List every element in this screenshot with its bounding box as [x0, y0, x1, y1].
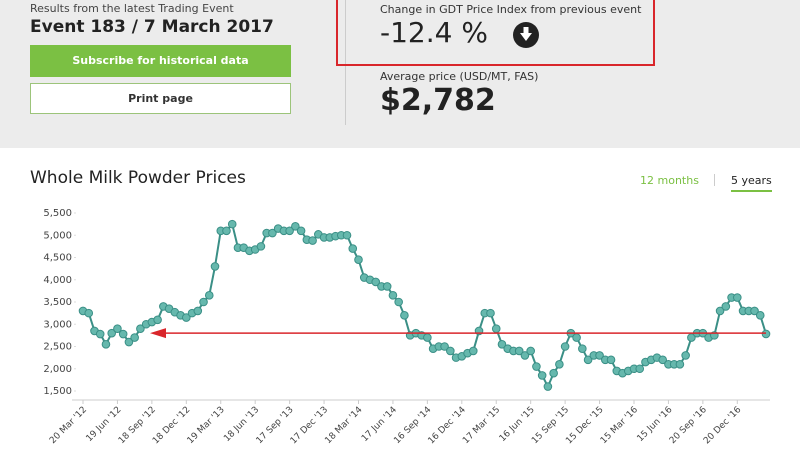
point [388, 291, 398, 300]
reference-arrow [150, 328, 166, 339]
divider [345, 0, 346, 125]
x-tick-label: 20 Dec '16 [702, 405, 744, 447]
point [130, 333, 139, 342]
point [382, 282, 392, 291]
point [532, 362, 541, 371]
point [84, 308, 94, 318]
y-tick-label: 4,500 [43, 253, 72, 264]
point [113, 324, 122, 334]
point [268, 228, 277, 238]
point [572, 333, 581, 342]
highlight-box [336, 0, 655, 66]
point [446, 346, 455, 356]
point [342, 230, 352, 240]
point [595, 351, 604, 360]
x-tick-label: 17 Mar '15 [461, 405, 502, 446]
y-tick-label: 3,500 [43, 297, 72, 308]
down-icon [513, 22, 539, 48]
point [658, 355, 667, 365]
point [193, 306, 203, 316]
point [296, 226, 306, 236]
x-tick-label: 19 Mar '13 [186, 405, 227, 446]
point [118, 329, 128, 339]
point [675, 360, 685, 369]
print-button[interactable]: Print page [30, 83, 291, 114]
y-tick-label: 5,000 [43, 230, 72, 241]
y-tick-label: 2,500 [43, 342, 72, 353]
point [755, 311, 765, 320]
point [107, 328, 116, 338]
toggle[interactable]: 12 months [640, 174, 699, 187]
point [537, 371, 547, 380]
point [486, 308, 495, 318]
average-value: $2,782 [380, 83, 496, 118]
point [256, 242, 266, 251]
point [578, 344, 587, 354]
point [715, 306, 725, 316]
x-tick-label: 18 Mar '14 [323, 405, 364, 446]
point [514, 346, 524, 356]
point [543, 382, 553, 391]
point [354, 255, 363, 265]
point [95, 329, 105, 339]
subscribe-button[interactable]: Subscribe for historical data [30, 45, 291, 77]
point [394, 297, 403, 307]
point [182, 313, 191, 322]
change-value: -12.4 % [380, 16, 488, 49]
toggle[interactable]: 5 years [731, 174, 772, 192]
latest-label: Results from the latest Trading Event [30, 2, 234, 15]
point [124, 337, 134, 347]
y-tick-label: 5,500 [43, 208, 72, 219]
point [371, 277, 381, 287]
y-tick-label: 1,500 [43, 386, 72, 397]
point [520, 351, 530, 360]
point [210, 262, 220, 271]
point [583, 355, 593, 365]
point [400, 311, 409, 320]
point [136, 324, 145, 334]
point [606, 355, 616, 365]
y-tick-label: 2,000 [43, 364, 72, 375]
point [681, 351, 690, 360]
point [526, 346, 535, 356]
point [204, 291, 214, 300]
point [222, 226, 231, 236]
point [291, 222, 300, 231]
x-tick-label: 20 Mar '12 [48, 405, 89, 446]
y-tick-label: 4,000 [43, 275, 72, 286]
point [153, 315, 162, 325]
point [440, 342, 449, 351]
point [308, 236, 317, 245]
point [555, 360, 564, 369]
point [721, 302, 731, 311]
point [101, 339, 111, 349]
point [285, 226, 294, 236]
point [423, 333, 432, 342]
point [348, 244, 358, 253]
point [497, 339, 507, 349]
point [750, 306, 759, 316]
point [199, 297, 208, 307]
x-tick-label: 15 Mar '16 [599, 405, 640, 446]
point [761, 329, 771, 339]
point [635, 364, 645, 374]
toggle-separator [714, 174, 715, 186]
event-title: Event 183 / 7 March 2017 [30, 17, 274, 37]
chart-title: Whole Milk Powder Prices [30, 168, 246, 188]
point [733, 293, 742, 302]
point [491, 324, 501, 334]
average-label: Average price (USD/MT, FAS) [380, 70, 539, 83]
point [227, 219, 237, 229]
y-tick-label: 3,000 [43, 319, 72, 330]
change-label: Change in GDT Price Index from previous … [380, 3, 642, 16]
point [549, 368, 558, 378]
point [560, 342, 570, 351]
point [468, 346, 478, 356]
